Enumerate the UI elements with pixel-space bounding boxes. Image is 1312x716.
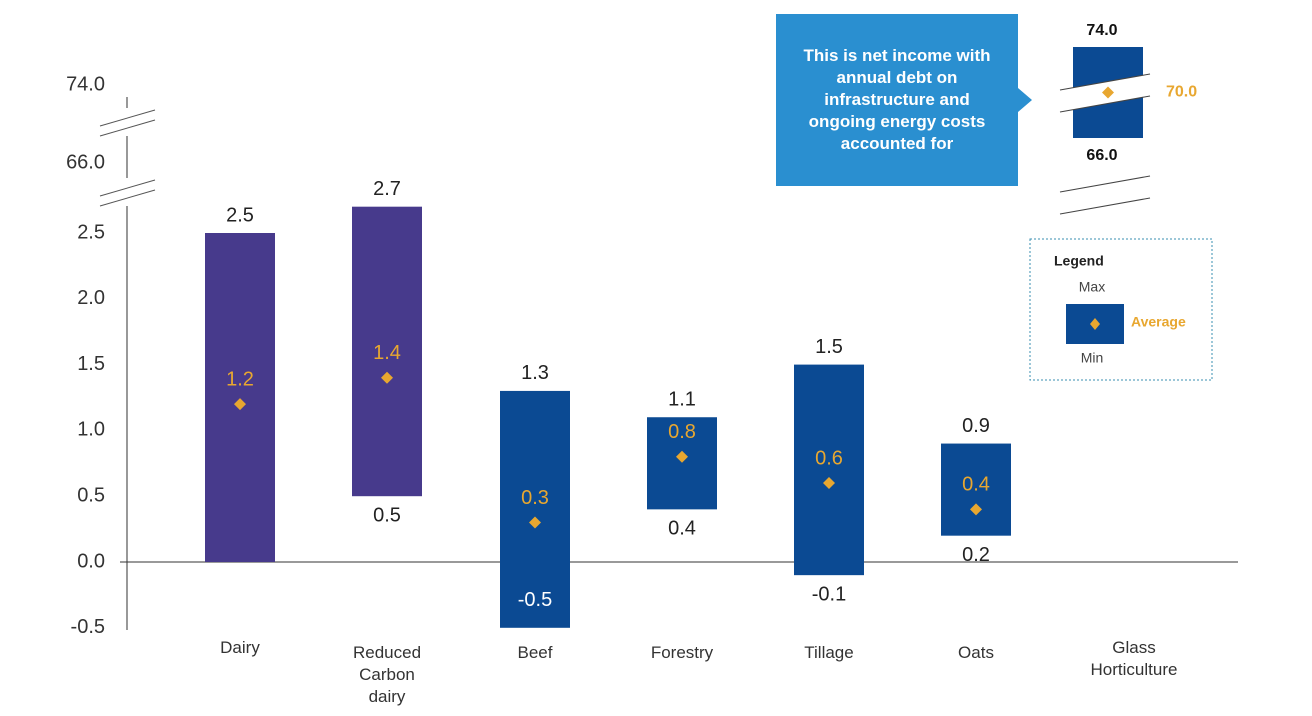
x-tick-label: Dairy xyxy=(220,638,260,657)
average-marker xyxy=(234,398,246,411)
axis-break xyxy=(99,109,156,127)
axis-break xyxy=(1059,175,1151,193)
y-tick-label: 1.5 xyxy=(77,353,105,375)
average-marker xyxy=(676,450,688,463)
average-marker xyxy=(529,516,541,529)
axis-break xyxy=(99,189,156,207)
max-label: 1.1 xyxy=(668,389,696,411)
legend-label: Min xyxy=(1081,350,1104,366)
average-label: 70.0 xyxy=(1166,84,1197,101)
average-marker xyxy=(970,503,982,516)
bar xyxy=(941,443,1011,536)
min-label: -0.5 xyxy=(518,589,552,611)
bar xyxy=(205,233,275,562)
average-marker xyxy=(1102,86,1114,99)
min-label: 0.2 xyxy=(962,544,990,566)
bar xyxy=(794,364,864,576)
average-label: 1.2 xyxy=(226,368,254,390)
y-tick-label: 2.5 xyxy=(77,221,105,243)
max-label: 0.9 xyxy=(962,415,990,437)
max-label: 74.0 xyxy=(1086,22,1117,39)
bar xyxy=(647,417,717,510)
axis-break xyxy=(99,119,156,137)
axis-break xyxy=(1059,197,1151,215)
axis-break xyxy=(1059,73,1151,91)
x-tick-label: Beef xyxy=(517,643,553,662)
callout: This is net income with annual debt on i… xyxy=(776,14,1018,186)
legend-title: Legend xyxy=(1054,253,1104,269)
max-label: 1.5 xyxy=(815,336,843,358)
x-tick-label: Reduced Carbon dairy xyxy=(352,643,422,706)
max-label: 2.7 xyxy=(373,178,401,200)
legend-marker xyxy=(1090,318,1100,330)
max-label: 1.3 xyxy=(521,362,549,384)
x-tick-label: Oats xyxy=(958,643,994,662)
average-label: 1.4 xyxy=(373,342,401,364)
bar xyxy=(352,206,422,497)
x-tick-label: Glass Horticulture xyxy=(1090,638,1178,679)
y-tick-label: 1.0 xyxy=(77,419,105,441)
legend-label: Max xyxy=(1079,279,1105,295)
max-label: 2.5 xyxy=(226,204,254,226)
average-label: 0.6 xyxy=(815,447,843,469)
average-marker xyxy=(381,371,393,384)
min-label: -0.1 xyxy=(812,583,846,605)
min-label: 66.0 xyxy=(1086,147,1117,164)
callout-box xyxy=(776,14,1032,186)
y-tick-label: 0.0 xyxy=(77,550,105,572)
min-label: 0.4 xyxy=(668,518,696,540)
bar xyxy=(500,390,570,628)
min-label: 0.5 xyxy=(373,504,401,526)
average-marker xyxy=(823,477,835,490)
x-tick-label: Forestry xyxy=(650,643,714,662)
y-tick-label: 0.5 xyxy=(77,484,105,506)
axis-break xyxy=(99,179,156,197)
legend-label: Average xyxy=(1131,314,1186,330)
annotation: This is net income with annual debt on i… xyxy=(803,46,991,153)
x-tick-label: Tillage xyxy=(804,643,854,662)
average-label: 0.8 xyxy=(668,421,696,443)
y-tick-label: 74.0 xyxy=(66,73,105,95)
y-tick-label: -0.5 xyxy=(71,616,105,638)
legend-box xyxy=(1029,238,1213,381)
y-tick-label: 2.0 xyxy=(77,287,105,309)
average-label: 0.3 xyxy=(521,487,549,509)
y-tick-label: 66.0 xyxy=(66,151,105,173)
average-label: 0.4 xyxy=(962,474,990,496)
axis-break xyxy=(1059,95,1151,113)
